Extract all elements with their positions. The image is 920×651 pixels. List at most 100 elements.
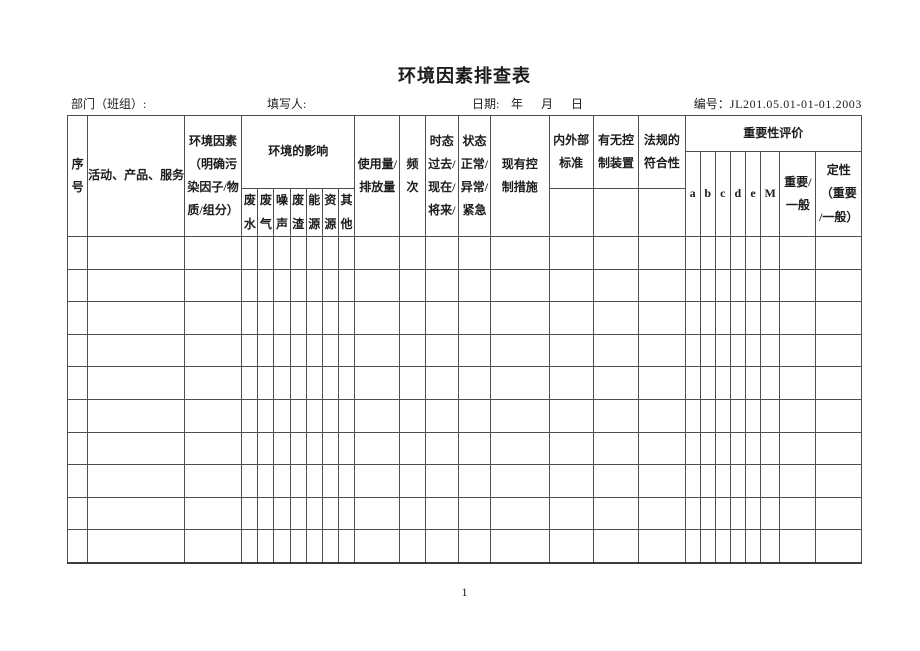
empty-cell (592, 464, 640, 498)
empty-cell (241, 333, 259, 368)
empty-cell (399, 496, 426, 531)
empty-cell (815, 464, 862, 498)
header-activity: 活动、产品、服务 (87, 115, 185, 237)
empty-cell (337, 366, 356, 400)
header-eval-d: d (729, 151, 746, 237)
empty-cell (66, 464, 89, 498)
empty-cell (714, 464, 731, 498)
table-row (66, 464, 862, 498)
empty-cell (779, 333, 817, 368)
empty-cell (457, 529, 492, 564)
empty-cell (779, 366, 817, 400)
empty-cell (305, 464, 323, 498)
empty-cell (66, 496, 89, 531)
empty-cell (241, 301, 259, 335)
empty-cell (815, 496, 862, 531)
empty-cell (241, 496, 259, 531)
empty-cell (684, 529, 701, 564)
empty-cell (337, 496, 356, 531)
empty-cell (760, 366, 781, 400)
empty-cell (684, 398, 701, 433)
empty-cell (638, 464, 686, 498)
header-tense: 时态 过去/ 现在/ 将来/ (424, 115, 459, 237)
empty-cell (457, 398, 492, 433)
empty-cell (457, 333, 492, 368)
empty-cell (490, 236, 550, 270)
empty-cell (729, 529, 746, 564)
empty-cell (66, 366, 89, 400)
header-energy: 能 源 (305, 188, 323, 237)
empty-cell (714, 366, 731, 400)
empty-cell (815, 366, 862, 400)
empty-cell (305, 268, 323, 303)
header-wastewater: 废 水 (241, 188, 259, 237)
empty-cell (729, 301, 746, 335)
empty-cell (66, 268, 89, 303)
empty-cell (289, 268, 307, 303)
empty-cell (87, 398, 185, 433)
empty-cell (744, 333, 762, 368)
empty-cell (257, 464, 275, 498)
table-row (66, 268, 862, 303)
empty-cell (337, 236, 356, 270)
day-label: 日 (571, 97, 584, 111)
empty-cell (744, 301, 762, 335)
empty-cell (729, 236, 746, 270)
empty-cell (87, 431, 185, 466)
empty-cell (257, 236, 275, 270)
table-row (66, 333, 862, 368)
empty-cell (779, 496, 817, 531)
empty-cell (592, 333, 640, 368)
empty-cell (699, 333, 716, 368)
table-row (66, 398, 862, 433)
empty-cell (815, 529, 862, 564)
empty-cell (354, 366, 401, 400)
empty-cell (714, 236, 731, 270)
empty-cell (729, 398, 746, 433)
empty-cell (321, 431, 339, 466)
empty-cell (87, 236, 185, 270)
year-label: 年 (511, 97, 524, 111)
empty-cell (257, 301, 275, 335)
page-number: 1 (461, 585, 468, 599)
empty-cell (183, 268, 243, 303)
code-value: JL201.05.01-01-01.2003 (729, 97, 862, 111)
empty-cell (257, 333, 275, 368)
empty-cell (424, 333, 459, 368)
header-control-device-blank (592, 188, 640, 237)
table-row (66, 236, 862, 270)
empty-cell (424, 398, 459, 433)
empty-cell (337, 431, 356, 466)
empty-cell (744, 529, 762, 564)
header-compliance: 法规的 符合性 (638, 115, 686, 189)
empty-cell (684, 268, 701, 303)
empty-cell (399, 464, 426, 498)
empty-cell (779, 398, 817, 433)
empty-cell (729, 496, 746, 531)
header-state: 状态 正常/ 异常/ 紧急 (457, 115, 492, 237)
empty-cell (305, 333, 323, 368)
empty-cell (354, 333, 401, 368)
empty-cell (699, 268, 716, 303)
empty-cell (744, 398, 762, 433)
empty-cell (592, 268, 640, 303)
empty-cell (241, 464, 259, 498)
empty-cell (273, 529, 291, 564)
empty-cell (699, 236, 716, 270)
empty-cell (457, 236, 492, 270)
empty-cell (699, 464, 716, 498)
empty-cell (424, 529, 459, 564)
empty-cell (87, 268, 185, 303)
empty-cell (638, 398, 686, 433)
empty-cell (684, 366, 701, 400)
empty-cell (457, 268, 492, 303)
table-header: 序 号 活动、产品、服务 环境因素 （明确污 染因子/物 质/组分） 环境的影响… (66, 115, 863, 237)
empty-cell (457, 366, 492, 400)
month-label: 月 (541, 97, 554, 111)
empty-cell (684, 236, 701, 270)
empty-cell (760, 464, 781, 498)
empty-cell (457, 464, 492, 498)
empty-cell (66, 431, 89, 466)
empty-cell (714, 333, 731, 368)
empty-cell (424, 236, 459, 270)
